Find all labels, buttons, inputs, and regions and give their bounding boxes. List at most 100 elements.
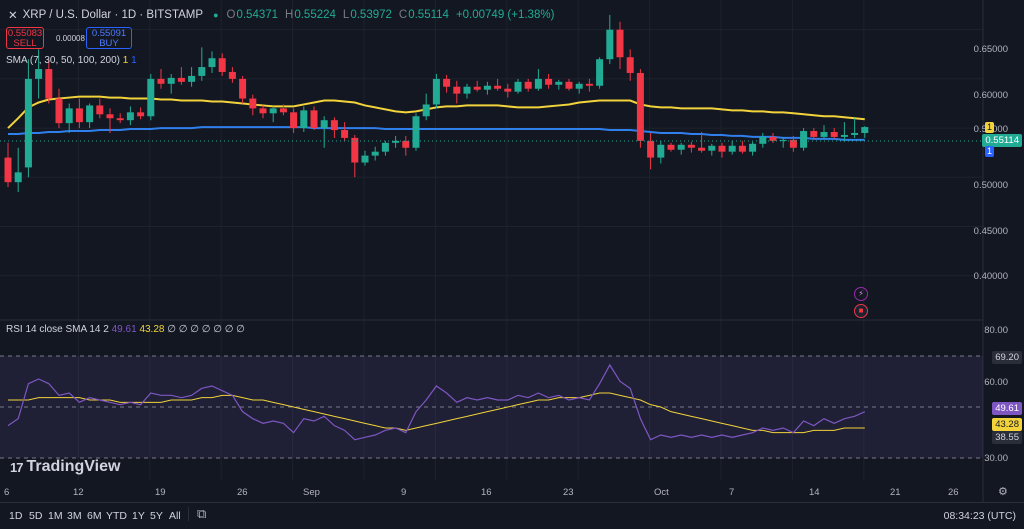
period-5d[interactable]: 5D bbox=[29, 510, 43, 522]
candle bbox=[677, 142, 685, 155]
candle bbox=[687, 141, 695, 153]
lightning-icon[interactable]: ⚡ bbox=[854, 287, 868, 301]
period-3m[interactable]: 3M bbox=[67, 510, 82, 522]
candle-body bbox=[290, 112, 298, 129]
candles bbox=[4, 14, 869, 193]
settings-gear-icon[interactable]: ⚙ bbox=[998, 486, 1008, 498]
period-1y[interactable]: 1Y bbox=[132, 510, 145, 522]
candle bbox=[392, 135, 400, 148]
candle-body bbox=[677, 144, 685, 150]
sma-legend-value-2: 1 bbox=[131, 55, 137, 66]
candle-body bbox=[35, 69, 43, 79]
candle-body bbox=[14, 172, 22, 183]
candle bbox=[667, 142, 675, 152]
candle-body bbox=[65, 108, 73, 124]
time-axis-label: 7 bbox=[729, 487, 735, 498]
candle-body bbox=[310, 110, 318, 129]
candle bbox=[381, 140, 389, 156]
symbol-title[interactable]: XRP / U.S. Dollar · 1D · BITSTAMP bbox=[22, 9, 204, 21]
candle-body bbox=[402, 140, 410, 148]
candle-body bbox=[351, 137, 359, 163]
candle bbox=[259, 105, 267, 119]
candle-body bbox=[810, 131, 818, 137]
candle-body bbox=[616, 29, 624, 58]
buy-price: 0.55091 bbox=[91, 28, 127, 39]
sma-legend[interactable]: SMA (7, 30, 50, 100, 200) 1 1 bbox=[6, 55, 137, 66]
sma-blue-path bbox=[8, 126, 865, 141]
candle-body bbox=[738, 145, 746, 152]
market-status-icon[interactable]: ● bbox=[213, 10, 219, 20]
candle-body bbox=[228, 71, 236, 79]
candle bbox=[45, 59, 53, 104]
candle bbox=[443, 74, 451, 93]
candle-body bbox=[453, 86, 461, 94]
candle-body bbox=[494, 85, 502, 89]
candle-body bbox=[4, 157, 12, 183]
us-flag-icon[interactable]: ■ bbox=[854, 304, 868, 318]
date-range-icon[interactable]: ⧉ bbox=[197, 506, 207, 521]
candle bbox=[422, 93, 430, 121]
time-axis-label: 26 bbox=[237, 487, 248, 498]
time-axis-label: 14 bbox=[809, 487, 820, 498]
candle bbox=[851, 118, 859, 138]
rsi-sma-path bbox=[8, 392, 865, 434]
sell-price: 0.55083 bbox=[7, 28, 43, 39]
candle bbox=[504, 83, 512, 98]
candle bbox=[96, 98, 104, 119]
candle-body bbox=[320, 120, 328, 129]
candle-body bbox=[718, 145, 726, 152]
candle-body bbox=[749, 143, 757, 152]
candle bbox=[718, 142, 726, 158]
candle-body bbox=[75, 108, 83, 123]
candle-body bbox=[249, 98, 257, 109]
price-axis-label: 0.50000 bbox=[973, 180, 1008, 191]
candle bbox=[738, 140, 746, 154]
sell-button[interactable]: 0.55083 SELL bbox=[6, 27, 44, 49]
time-axis-label: Sep bbox=[303, 487, 320, 498]
candle bbox=[106, 108, 114, 133]
candle bbox=[177, 67, 185, 85]
candle-body bbox=[585, 83, 593, 86]
time-axis-label: 21 bbox=[890, 487, 901, 498]
candle-body bbox=[555, 81, 563, 85]
close-icon[interactable]: ✕ bbox=[8, 10, 18, 22]
sma-blue-tag: 1 bbox=[985, 146, 994, 157]
candle bbox=[708, 143, 716, 156]
period-ytd[interactable]: YTD bbox=[106, 510, 127, 522]
rsi-sma-value-tag: 43.28 bbox=[992, 418, 1022, 431]
rsi-legend[interactable]: RSI 14 close SMA 14 2 49.61 43.28 ∅ ∅ ∅ … bbox=[6, 324, 245, 335]
buy-button[interactable]: 0.55091 BUY bbox=[86, 27, 132, 49]
low-value: 0.53972 bbox=[350, 9, 392, 21]
rsi-upper-band-tag: 69.20 bbox=[992, 351, 1022, 364]
candle-body bbox=[269, 108, 277, 114]
period-6m[interactable]: 6M bbox=[87, 510, 102, 522]
candle-body bbox=[361, 155, 369, 163]
low-label: L bbox=[342, 9, 350, 21]
period-all[interactable]: All bbox=[169, 510, 181, 522]
utc-clock[interactable]: 08:34:23 (UTC) bbox=[943, 510, 1016, 522]
period-1m[interactable]: 1M bbox=[48, 510, 63, 522]
candle-body bbox=[647, 140, 655, 158]
candle-body bbox=[279, 108, 287, 113]
candle bbox=[779, 136, 787, 148]
candle-body bbox=[45, 69, 53, 99]
candle bbox=[800, 128, 808, 151]
candle-body bbox=[851, 132, 859, 135]
sma-legend-value-1: 1 bbox=[122, 55, 129, 66]
candle-body bbox=[524, 81, 532, 89]
candle bbox=[14, 147, 22, 193]
candle-body bbox=[514, 81, 522, 92]
time-axis-label: Oct bbox=[654, 487, 669, 498]
tradingview-logo[interactable]: 17 TradingView bbox=[10, 458, 120, 476]
rsi-sma-line bbox=[8, 392, 865, 434]
high-label: H bbox=[285, 9, 294, 21]
period-1d[interactable]: 1D bbox=[9, 510, 23, 522]
rsi-value-tag: 49.61 bbox=[992, 402, 1022, 415]
candle bbox=[514, 78, 522, 94]
period-5y[interactable]: 5Y bbox=[150, 510, 163, 522]
sell-label: SELL bbox=[13, 38, 37, 49]
candle-body bbox=[840, 134, 848, 137]
candle bbox=[137, 107, 145, 120]
candle bbox=[453, 80, 461, 104]
